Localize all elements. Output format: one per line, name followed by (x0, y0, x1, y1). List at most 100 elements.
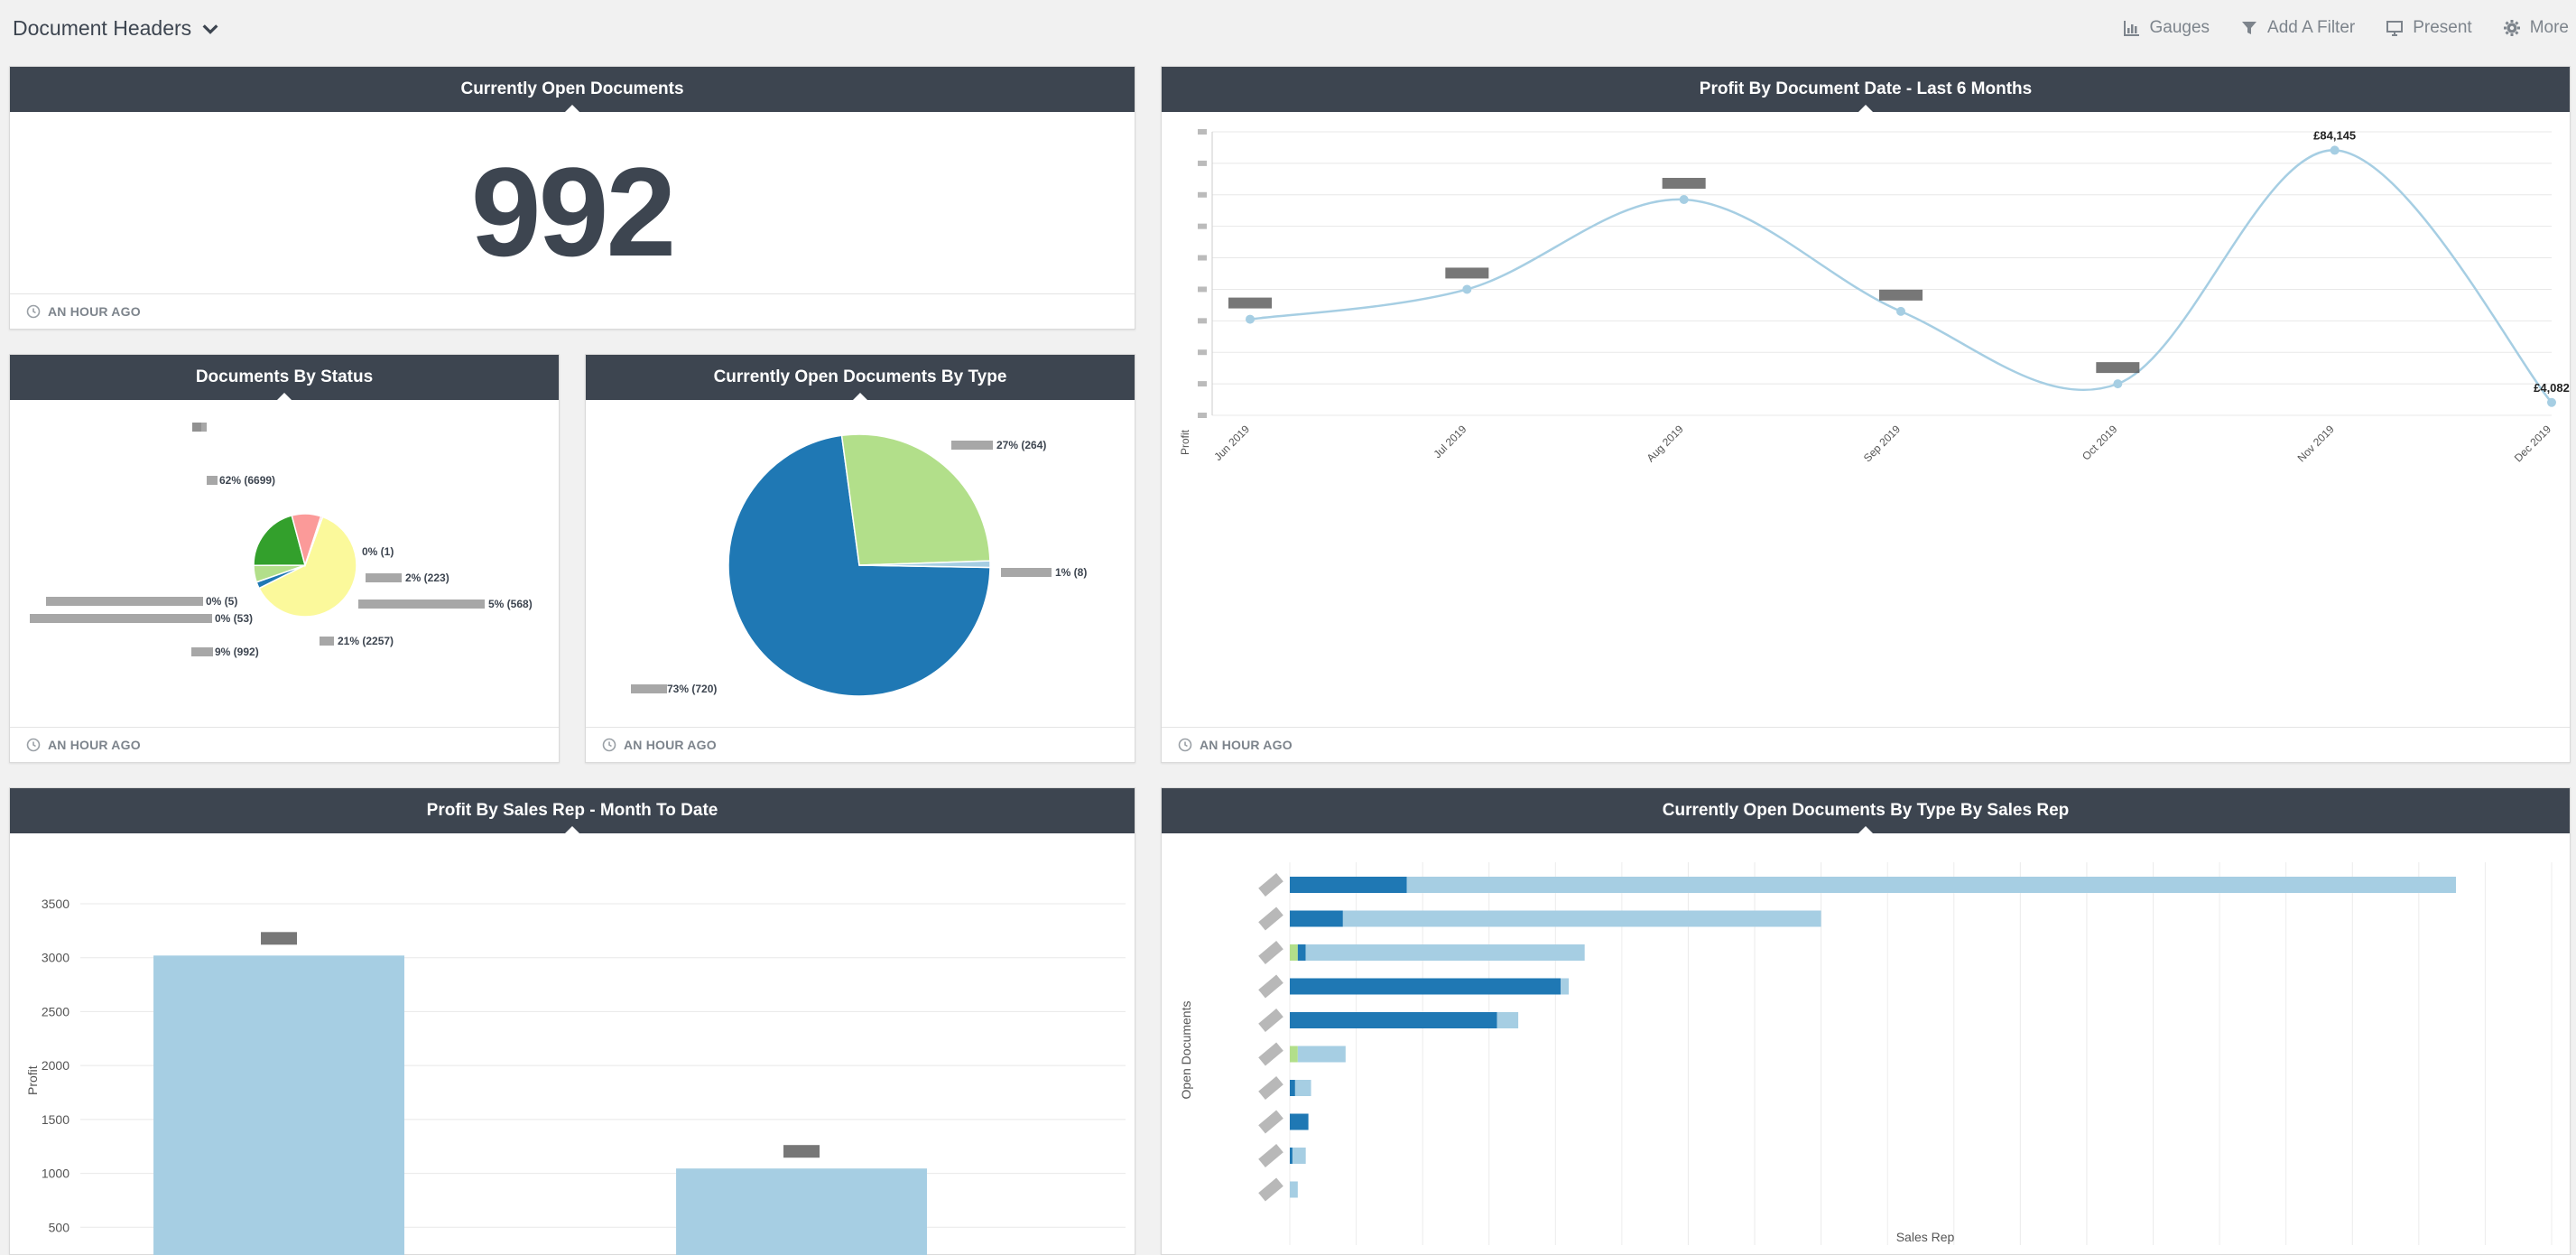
type-pie-labels: 73% (720) 27% (264) 1% (8) (631, 439, 1087, 695)
y-tick-label: 1000 (42, 1167, 69, 1181)
pie-slice[interactable] (258, 516, 357, 618)
widget-profit-by-sales-rep: Profit By Sales Rep - Month To Date 0500… (9, 787, 1135, 1255)
bar-segment[interactable] (1290, 1181, 1298, 1198)
bar-segment[interactable] (1290, 1012, 1497, 1028)
data-points (1246, 145, 2556, 407)
x-tick-label: Sep 2019 (1861, 423, 1903, 464)
widget-title[interactable]: Profit By Document Date - Last 6 Months (1162, 67, 2570, 113)
bar-segment[interactable] (1305, 944, 1585, 961)
bar-segment[interactable] (1297, 944, 1306, 961)
data-point[interactable] (2330, 145, 2340, 155)
kpi-value: 992 (470, 141, 677, 283)
bar-segment[interactable] (1290, 944, 1298, 961)
widget-title[interactable]: Profit By Sales Rep - Month To Date (10, 788, 1135, 834)
widget-footer: AN HOUR AGO (10, 293, 1135, 329)
widget-open-documents: Currently Open Documents 992 AN HOUR AGO (9, 66, 1135, 330)
grid (1211, 131, 2552, 416)
bar-segment[interactable] (1290, 1148, 1293, 1164)
x-tick-label: Oct 2019 (2080, 423, 2120, 463)
x-tick-label: 250 (1943, 1253, 1965, 1255)
redacted-data-label (1228, 297, 1272, 309)
data-label: 0% (53) (215, 612, 253, 625)
x-tick-label: 25 (1349, 1253, 1364, 1255)
x-tick-label: 450 (2475, 1253, 2497, 1255)
bar-segment[interactable] (1406, 877, 2457, 893)
redacted-tick-label (1198, 129, 1207, 135)
widget-title[interactable]: Documents By Status (10, 355, 559, 401)
redacted-tick-label (1198, 255, 1207, 261)
bar-segment[interactable] (1294, 1080, 1311, 1096)
data-label: 73% (720) (667, 683, 717, 695)
bar-chart-icon (2123, 21, 2139, 36)
x-tick-label: 75 (1482, 1253, 1496, 1255)
redacted-tick-label (1198, 413, 1207, 418)
more-button[interactable]: More (2503, 18, 2569, 38)
clock-icon (26, 738, 41, 752)
dashboard-title-dropdown[interactable]: Document Headers (13, 16, 220, 41)
data-point[interactable] (1679, 195, 1689, 205)
bar-segment[interactable] (1561, 978, 1570, 995)
data-point[interactable] (1462, 284, 1472, 294)
bar-segment[interactable] (1290, 877, 1407, 893)
widget-title[interactable]: Currently Open Documents By Type By Sale… (1162, 788, 2570, 834)
clock-icon (26, 304, 41, 319)
data-label: £4,082 (2534, 381, 2570, 395)
data-point[interactable] (1246, 314, 1255, 324)
redacted-category-label (1258, 906, 1283, 931)
add-filter-button[interactable]: Add A Filter (2240, 18, 2355, 38)
updated-time: AN HOUR AGO (48, 738, 141, 752)
widget-profit-by-date: Profit By Document Date - Last 6 Months … (1161, 66, 2571, 763)
redacted-data-label (1662, 178, 1706, 190)
x-tick-label: 475 (2541, 1253, 2562, 1255)
widget-title[interactable]: Currently Open Documents By Type (586, 355, 1135, 401)
y-axis-label: Profit (25, 1065, 40, 1095)
redacted-label (207, 476, 218, 485)
pie-slices (727, 433, 991, 697)
data-point[interactable] (2547, 397, 2556, 407)
redacted-label (191, 647, 213, 656)
bar-segment[interactable] (1496, 1012, 1519, 1028)
x-axis-label: Sales Rep (1896, 1230, 1955, 1244)
pie-slice[interactable] (858, 560, 991, 569)
x-tick-label: 0 (1286, 1253, 1293, 1255)
x-tick-label: 200 (1811, 1253, 1832, 1255)
x-tick-label: 275 (2010, 1253, 2032, 1255)
data-label: £84,145 (2313, 128, 2356, 142)
pie-slice[interactable] (840, 433, 991, 566)
pie-slice[interactable] (304, 516, 324, 566)
bar-segment[interactable] (1292, 1148, 1306, 1164)
pie-slice[interactable] (253, 515, 306, 567)
x-tick-labels: 0 25 50 75 100 125 150 175 200 225 250 275 300 325 350… (1286, 1253, 2562, 1255)
monitor-icon (2386, 21, 2404, 36)
data-point[interactable] (1896, 306, 1905, 316)
widget-footer: AN HOUR AGO (10, 727, 559, 762)
bars (153, 955, 927, 1255)
top-bar: Document Headers Gauges Add A Filter Pre… (0, 0, 2576, 60)
bar-segment[interactable] (1290, 978, 1561, 995)
x-tick-label: 325 (2143, 1253, 2164, 1255)
widget-title[interactable]: Currently Open Documents (10, 67, 1135, 113)
data-point[interactable] (2113, 379, 2123, 389)
redacted-label (46, 597, 203, 606)
redacted-tick-label (1198, 381, 1207, 387)
bar[interactable] (676, 1168, 927, 1255)
gauges-button[interactable]: Gauges (2123, 18, 2210, 38)
widget-footer: AN HOUR AGO (1162, 727, 2570, 762)
bar-segment[interactable] (1290, 1080, 1295, 1096)
bar-segment[interactable] (1342, 910, 1821, 927)
updated-time: AN HOUR AGO (48, 304, 141, 319)
bar-segment[interactable] (1290, 1113, 1309, 1130)
bar[interactable] (153, 955, 404, 1255)
redacted-data-label (1879, 289, 1923, 301)
x-tick-label: 225 (1877, 1253, 1899, 1255)
bar-segment[interactable] (1290, 1046, 1298, 1063)
redacted-category-label (1258, 1177, 1283, 1202)
present-button[interactable]: Present (2386, 18, 2472, 38)
redacted-label (951, 441, 993, 450)
bar-segment[interactable] (1297, 1046, 1346, 1063)
bar-segment[interactable] (1290, 910, 1343, 927)
y-axis-label: Profit (1179, 429, 1191, 455)
stacked-bar-chart: 0 25 50 75 100 125 150 175 200 225 250 275 300 325 350… (1179, 862, 2562, 1255)
y-tick-label: 1500 (42, 1112, 69, 1127)
x-tick-label: Jun 2019 (1211, 423, 1252, 463)
